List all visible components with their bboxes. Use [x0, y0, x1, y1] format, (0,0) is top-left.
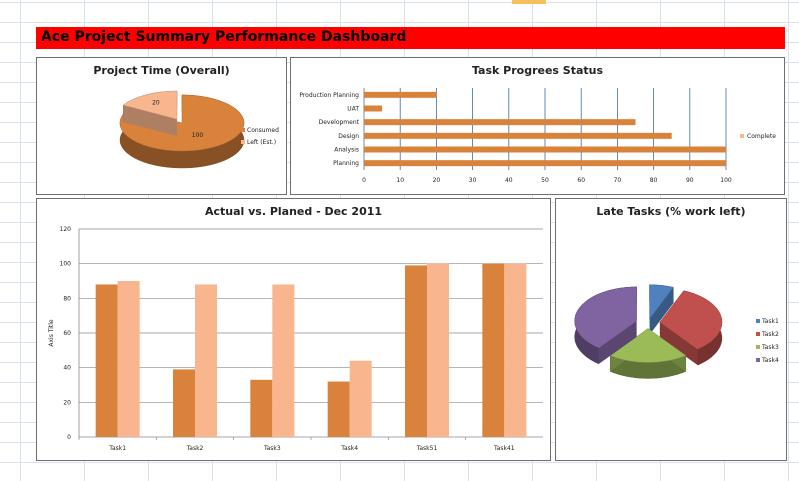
pie-slice-wall — [123, 105, 177, 137]
x-tick-label: Task51 — [416, 445, 438, 452]
y-tick-label: UAT — [347, 106, 359, 113]
late-tasks-chart[interactable]: Late Tasks (% work left) Task1 Task2 Task3… — [555, 198, 787, 461]
pie-slice-top — [659, 290, 723, 350]
y-tick-label: 0 — [67, 434, 71, 441]
bar — [364, 146, 726, 153]
legend-label: Complete — [747, 133, 776, 140]
y-tick-label: 120 — [60, 226, 72, 233]
pie-slice[interactable] — [649, 284, 674, 335]
y-tick-label: Planning — [333, 160, 359, 167]
legend-swatch — [756, 345, 760, 349]
x-tick-label: Task41 — [493, 445, 515, 452]
pie-slice-top — [119, 94, 245, 152]
bar — [405, 265, 427, 437]
y-tick-label: 40 — [63, 365, 71, 372]
x-tick-label: 30 — [469, 177, 477, 184]
bar — [504, 263, 527, 437]
x-tick-label: 0 — [362, 177, 366, 184]
chart-title: Actual vs. Planed - Dec 2011 — [204, 205, 383, 218]
x-tick-label: 20 — [433, 177, 441, 184]
pie-slice-wall — [649, 287, 674, 335]
chart-title: Project Time (Overall) — [93, 64, 230, 77]
y-tick-label: Production Planning — [299, 92, 359, 99]
pie-data-label: 20 — [152, 100, 160, 107]
pie-slice-top — [609, 328, 687, 363]
x-tick-label: 80 — [650, 177, 658, 184]
x-tick-label: Task4 — [340, 445, 358, 452]
pie-slice[interactable] — [574, 286, 637, 365]
y-tick-label: 100 — [60, 261, 72, 268]
bar — [482, 263, 505, 437]
x-tick-label: Task2 — [186, 445, 204, 452]
task-progress-chart[interactable]: Task Progrees Status 0 10 20 30 40 50 60 70 80 90… — [290, 57, 785, 195]
actual-vs-planned-chart[interactable]: Actual vs. Planed - Dec 2011 0 20 40 60 80 10… — [36, 198, 551, 461]
project-time-chart[interactable]: Project Time (Overall) 100 20 Consumed Left… — [36, 57, 287, 195]
legend-swatch — [756, 358, 760, 362]
y-axis-title: Axis Title — [48, 319, 55, 347]
bar — [173, 369, 195, 437]
pie-slice-top — [649, 284, 674, 320]
y-tick-label: 60 — [63, 330, 71, 337]
task-progress-svg: 0 10 20 30 40 50 60 70 80 90 100 Production Plannin… — [299, 88, 776, 184]
x-tick-label: 100 — [720, 177, 732, 184]
project-time-svg: 100 20 Consumed Left (Est.) — [119, 90, 279, 169]
bar — [364, 105, 383, 112]
x-tick-label: 50 — [541, 177, 549, 184]
legend-swatch — [241, 128, 245, 132]
x-tick-label: 10 — [396, 177, 404, 184]
legend-label: Consumed — [247, 127, 279, 134]
legend-swatch — [740, 134, 744, 138]
x-tick-label: 90 — [686, 177, 694, 184]
legend-swatch — [756, 332, 760, 336]
bar — [95, 284, 118, 437]
late-tasks-svg: Task1 Task2 Task3 Task4 — [574, 284, 779, 379]
actual-vs-planned-svg: 0 20 40 60 80 100 120 Axis Title Task1 Task2 Task3… — [48, 226, 543, 452]
bar — [364, 119, 636, 126]
pie-slice[interactable]: 20 — [122, 90, 178, 137]
legend-swatch — [241, 140, 245, 144]
dashboard-title: Ace Project Summary Performance Dashboar… — [41, 29, 407, 45]
legend-label: Task3 — [761, 344, 779, 351]
bar — [349, 360, 372, 437]
bar — [272, 284, 295, 437]
bar — [327, 381, 350, 437]
bar — [427, 263, 449, 437]
dashboard-title-banner: Ace Project Summary Performance Dashboar… — [36, 27, 785, 49]
legend-label: Task2 — [761, 331, 779, 338]
pie-slice-top — [122, 90, 178, 120]
legend-label: Task4 — [761, 357, 779, 364]
bar — [364, 160, 726, 167]
pie-slice-wall — [598, 320, 637, 364]
bar — [364, 132, 672, 139]
pie-slice[interactable] — [609, 328, 687, 379]
y-tick-label: 20 — [63, 399, 71, 406]
chart-title: Late Tasks (% work left) — [596, 205, 746, 218]
legend-label: Left (Est.) — [247, 139, 276, 146]
y-tick-label: 80 — [63, 295, 71, 302]
pie-slice-top — [574, 286, 637, 349]
pie-slice[interactable] — [659, 290, 723, 366]
x-tick-label: Task3 — [263, 445, 281, 452]
x-tick-label: 40 — [505, 177, 513, 184]
x-tick-label: 60 — [577, 177, 585, 184]
bar — [195, 284, 217, 437]
legend-swatch — [756, 319, 760, 323]
y-tick-label: Analysis — [334, 147, 359, 154]
bar — [364, 91, 437, 98]
y-tick-label: Design — [338, 133, 359, 140]
bar — [117, 281, 140, 437]
chart-title: Task Progrees Status — [471, 64, 604, 77]
selected-column-header[interactable] — [512, 0, 546, 4]
bar — [250, 379, 273, 437]
pie-data-label: 100 — [192, 132, 204, 139]
x-tick-label: 70 — [614, 177, 622, 184]
pie-slice-wall — [659, 322, 698, 366]
y-tick-label: Development — [319, 119, 360, 126]
x-tick-label: Task1 — [108, 445, 126, 452]
legend-label: Task1 — [761, 318, 779, 325]
